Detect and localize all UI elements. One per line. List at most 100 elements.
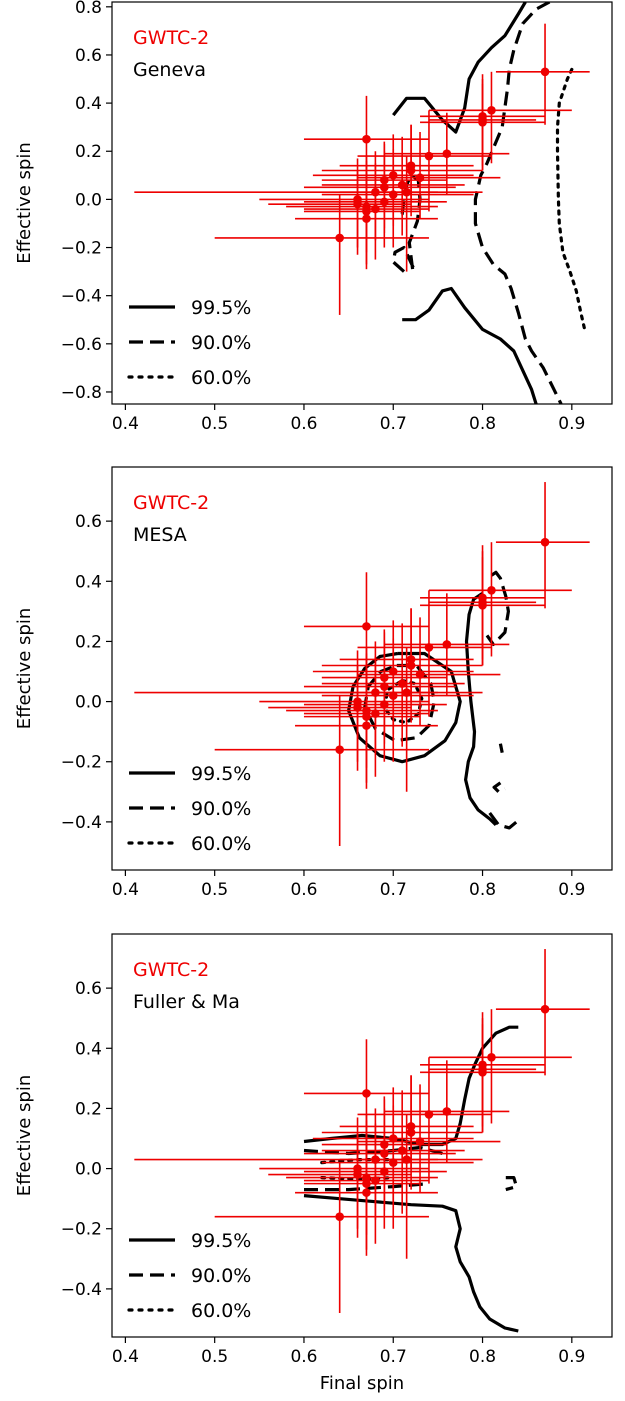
contour-dashed — [473, 2, 563, 404]
axes-frame — [111, 466, 613, 871]
chart-panel-3: 0.4 0.5 0.6 0.7 0.8 0.9 −0.4 −0.2 0.0 0.2 0.4 0.6 Ef… — [14, 933, 613, 1394]
legend-label: 99.5% — [191, 297, 251, 319]
contour-dashed — [492, 781, 506, 794]
data-point — [540, 67, 550, 77]
data-point — [397, 1146, 407, 1155]
dataset-label: GWTC-2 — [133, 27, 209, 49]
data-point — [442, 640, 452, 649]
x-axis-label: Final spin — [320, 1373, 404, 1394]
data-point — [380, 1140, 389, 1149]
data-point — [406, 161, 416, 170]
contour-solid — [303, 1194, 519, 1333]
x-tick-label: 0.7 — [380, 880, 407, 900]
data-point — [406, 1122, 416, 1131]
contour-dashed — [505, 1176, 519, 1192]
data-point — [402, 688, 411, 697]
data-point — [362, 1188, 371, 1197]
y-tick-label: 0.0 — [75, 693, 102, 713]
legend-label: 60.0% — [191, 1300, 251, 1322]
y-tick-label: 0.2 — [75, 142, 102, 162]
x-tick-label: 0.4 — [112, 880, 139, 900]
data-point — [380, 175, 389, 185]
data-point — [415, 670, 425, 679]
y-axis-label: Effective spin — [14, 608, 35, 729]
y-tick-label: −0.4 — [61, 813, 102, 833]
legend-label: 60.0% — [191, 833, 251, 855]
data-point — [424, 643, 434, 652]
data-point — [371, 1176, 380, 1185]
data-point — [402, 1155, 411, 1164]
data-point — [402, 187, 411, 197]
legend-label: 99.5% — [191, 763, 251, 785]
y-tick-label: −0.4 — [61, 1280, 102, 1300]
legend-label: 90.0% — [191, 332, 251, 354]
x-tick-label: 0.8 — [469, 414, 496, 434]
plot-area — [134, 482, 590, 846]
data-point — [353, 703, 362, 712]
data-point — [415, 1137, 425, 1146]
data-point — [371, 709, 380, 718]
data-point — [442, 1107, 452, 1116]
data-point — [380, 673, 389, 682]
x-tick-label: 0.5 — [201, 1347, 228, 1367]
data-point — [335, 233, 344, 243]
x-tick-label: 0.8 — [469, 1347, 496, 1367]
plot-area — [134, 949, 590, 1333]
x-tick-label: 0.7 — [380, 1347, 407, 1367]
data-point — [540, 1004, 550, 1014]
x-tick-label: 0.9 — [558, 1347, 585, 1367]
data-point — [362, 134, 371, 144]
data-point — [424, 1110, 434, 1119]
contour-dashed — [485, 570, 510, 646]
contour-dashed — [488, 811, 518, 830]
y-tick-label: 0.2 — [75, 632, 102, 652]
data-point — [406, 655, 416, 664]
data-point — [487, 106, 496, 115]
y-tick-label: −0.2 — [61, 753, 102, 773]
y-axis-label: Effective spin — [14, 1075, 35, 1196]
y-tick-label: −0.2 — [61, 1220, 102, 1240]
contour-solid — [402, 286, 538, 404]
y-tick-label: −0.8 — [61, 383, 102, 403]
data-point — [388, 1158, 398, 1167]
y-tick-label: 0.4 — [75, 1039, 102, 1059]
y-tick-label: −0.2 — [61, 239, 102, 259]
data-point — [478, 601, 487, 610]
data-point — [487, 586, 496, 595]
x-tick-label: 0.4 — [112, 1347, 139, 1367]
data-point — [397, 679, 407, 688]
y-tick-label: −0.6 — [61, 335, 102, 355]
plot-area — [134, 2, 590, 404]
data-point — [353, 1170, 362, 1179]
data-point — [362, 214, 371, 223]
model-label: MESA — [133, 524, 187, 546]
x-tick-label: 0.5 — [201, 414, 228, 434]
dataset-label: GWTC-2 — [133, 492, 209, 514]
x-tick-label: 0.8 — [469, 880, 496, 900]
chart-panel-1: 0.4 0.5 0.6 0.7 0.8 0.9 −0.8 −0.6 −0.4 −0.2 0.0 0.2… — [14, 0, 613, 434]
data-point — [540, 537, 550, 547]
model-label: Geneva — [133, 59, 206, 81]
data-point — [487, 1053, 496, 1062]
x-tick-label: 0.6 — [290, 414, 317, 434]
data-point — [335, 745, 344, 755]
legend-label: 99.5% — [191, 1230, 251, 1252]
data-point — [335, 1212, 344, 1222]
x-tick-label: 0.4 — [112, 414, 139, 434]
contour-solid — [392, 2, 527, 134]
dataset-label: GWTC-2 — [133, 959, 209, 981]
data-point — [362, 1089, 371, 1098]
x-tick-label: 0.9 — [558, 414, 585, 434]
y-tick-label: 0.0 — [75, 1160, 102, 1180]
data-point — [424, 151, 434, 161]
data-point — [388, 691, 398, 700]
axes-frame — [111, 1, 613, 405]
y-tick-label: −0.4 — [61, 287, 102, 307]
y-tick-label: 0.6 — [75, 512, 102, 532]
y-tick-label: 0.6 — [75, 46, 102, 66]
contour-dotted — [555, 67, 587, 334]
y-tick-label: 0.0 — [75, 190, 102, 210]
axes-frame — [111, 933, 613, 1338]
legend-label: 60.0% — [191, 367, 251, 389]
